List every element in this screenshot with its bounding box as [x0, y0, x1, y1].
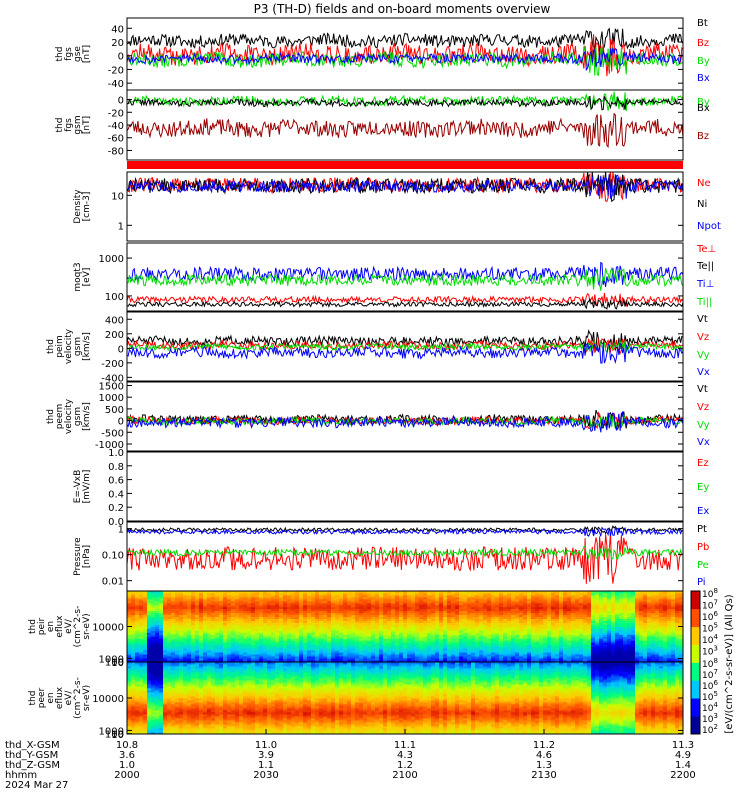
peem-velocity-panel: 150010005000-500-1000thdpeemvelocitygsm[… [46, 382, 710, 451]
y-tick-label: 10 [111, 191, 124, 202]
series-line-red [127, 533, 683, 584]
y-tick-label: -500 [101, 428, 124, 439]
plot-frame [127, 452, 683, 521]
legend-ey: Ey [697, 482, 709, 493]
temperature-panel: 1000 100 moqt3[eV] Te⊥ Te|| Ti⊥ Ti|| [73, 243, 716, 311]
legend-pe: Pe [697, 560, 709, 571]
legend-vt: Vt [697, 384, 708, 395]
legend-vz: Vz [697, 332, 709, 343]
legend-pi: Pi [697, 577, 706, 588]
y-tick-label: -80 [108, 146, 124, 157]
y-tick-label: -20 [108, 65, 124, 76]
y-axis-label: thdfgsgse[nT] [55, 45, 92, 63]
y-tick-label: 0 [118, 417, 124, 428]
fgs-gse-panel: 40 20 0 -20 -40 thdfgsgse[nT] Bt Bz By Bx [55, 18, 710, 90]
y-tick-label: 400 [105, 315, 124, 326]
y-axis-label: thdfgsgsm[nT] [55, 115, 92, 134]
y-tick-label: 1 [118, 525, 124, 536]
y-tick-label: -40 [108, 121, 124, 132]
y-tick-label: 0 [118, 344, 124, 355]
legend-ti: Ti⊥ [696, 279, 714, 290]
y-tick-label: 0 [118, 52, 124, 63]
y-tick-label: -60 [108, 134, 124, 145]
y-tick-label: -20 [108, 108, 124, 119]
y-tick-label: 1500 [99, 382, 124, 393]
legend-vy: Vy [697, 420, 710, 431]
legend-npot: Npot [697, 221, 721, 232]
legend-vy: Vy [697, 350, 710, 361]
legend-bz: Bz [697, 38, 709, 49]
chart-title: P3 (TH-D) fields and on-board moments ov… [254, 2, 551, 16]
legend-ti: Ti|| [696, 297, 712, 308]
legend-bx: Bx [697, 73, 710, 84]
legend-vx: Vx [697, 437, 710, 448]
legend-ez: Ez [697, 458, 709, 469]
y-tick-label: 1.0 [108, 448, 124, 459]
legend-te: Te⊥ [696, 244, 716, 255]
y-axis-label: E=-VxB[mV/m] [73, 470, 92, 504]
y-tick-label: 40 [111, 24, 124, 35]
y-tick-label: 0 [118, 96, 124, 107]
y-tick-label: 0.2 [108, 503, 124, 514]
series-line-black [127, 29, 683, 53]
y-tick-label: 500 [105, 405, 124, 416]
y-tick-label: 1 [118, 221, 124, 232]
y-tick-label: 200 [105, 330, 124, 341]
legend-ni: Ni [697, 199, 707, 210]
legend-vt: Vt [697, 314, 708, 325]
panels-group: 40200-20-40thdfgsgse[nT]BtBzByBx0-20-40-… [28, 18, 721, 741]
density-panel: 10 1 Density[cm-3] Ne Ni Npot [73, 172, 721, 241]
y-axis-label: thdpeemvelocitygsm[km/s] [46, 398, 92, 434]
y-tick-label: 20 [111, 38, 124, 49]
legend-vx: Vx [697, 367, 710, 378]
y-axis-label: Density[cm-3] [73, 189, 92, 224]
y-tick-label: -40 [108, 79, 124, 90]
y-tick-label: 0.4 [108, 489, 124, 500]
y-tick-label: 100 [105, 292, 124, 303]
pressure-panel: 1 0.10 0.01 Pressure[nPa] Pt Pb Pe Pi [73, 522, 709, 591]
y-tick-label: 0.01 [102, 577, 124, 588]
legend-bt: Bt [697, 18, 708, 29]
y-tick-label: 0.8 [108, 462, 124, 473]
legend-by: By [697, 56, 710, 67]
y-tick-label: 1000 [99, 254, 124, 265]
series-line-red [127, 293, 683, 306]
legend-ne: Ne [697, 178, 711, 189]
legend-te: Te|| [696, 261, 714, 272]
legend-ex: Ex [697, 506, 709, 517]
legend-pt: Pt [697, 524, 707, 535]
y-tick-label: 0.6 [108, 476, 124, 487]
y-axis-label: Pressure[nPa] [73, 537, 92, 576]
legend-bx: Bx [697, 103, 710, 114]
legend-vz: Vz [697, 402, 709, 413]
peir-spectrogram-panel: 10000100010010thdpeirenefluxeV/(cm^2-s-s… [28, 591, 683, 669]
y-axis-label: thdpeimvelocitygsm[km/s] [46, 328, 92, 364]
mode-bar [127, 161, 683, 169]
y-tick-label: -200 [101, 359, 124, 370]
mode-bar-panel [127, 161, 683, 169]
series-line-darkred [127, 114, 683, 147]
y-tick-label: 1000 [99, 393, 124, 404]
y-axis-label: moqt3[eV] [73, 262, 92, 291]
y-tick-label: 0.10 [102, 551, 124, 562]
peim-velocity-panel: 4002000-200-400thdpeimvelocitygsm[km/s]V… [46, 312, 710, 384]
legend-bz: Bz [697, 131, 709, 142]
legend-pb: Pb [697, 542, 709, 553]
